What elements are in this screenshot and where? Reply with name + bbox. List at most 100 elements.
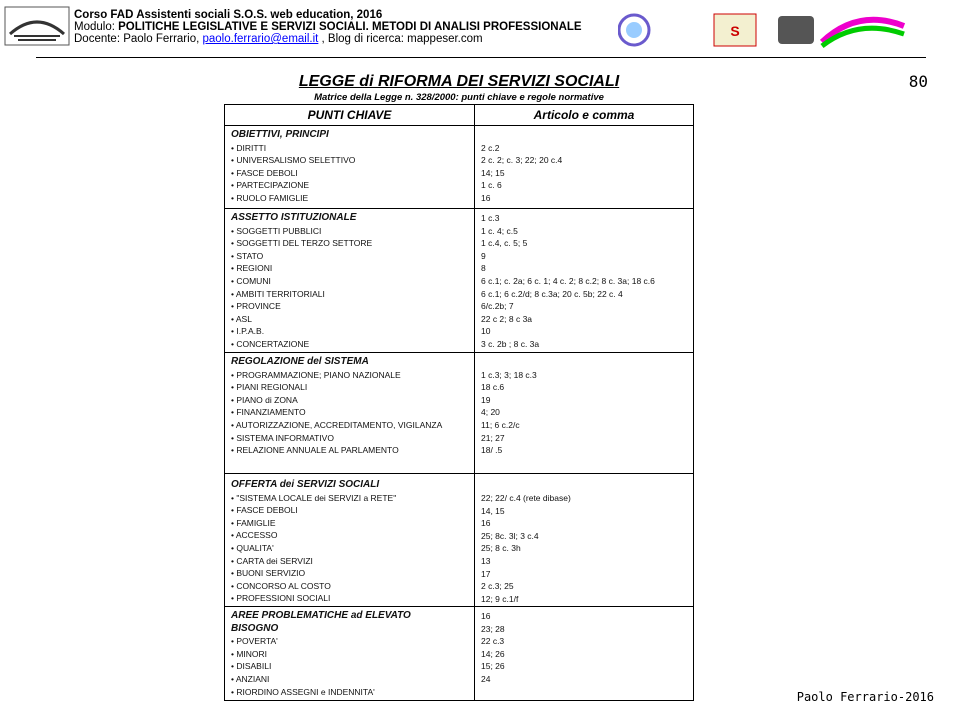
module: POLITICHE LEGISLATIVE E SERVIZI SOCIALI.… bbox=[118, 21, 582, 33]
article-ref: 22 c.3 bbox=[481, 636, 505, 647]
article-ref: 16 bbox=[481, 611, 491, 621]
key-item: FASCE DEBOLI bbox=[231, 167, 468, 180]
key-item: SISTEMA INFORMATIVO bbox=[231, 432, 468, 445]
section-heading: OFFERTA dei SERVIZI SOCIALI bbox=[231, 479, 380, 490]
article-ref: 18/ .5 bbox=[481, 445, 503, 456]
key-item: PIANO di ZONA bbox=[231, 394, 468, 407]
article-ref: 2 c. 2; c. 3; 22; 20 c.4 bbox=[481, 155, 563, 166]
article-ref: 14; 26 bbox=[481, 648, 505, 659]
key-item: PIANI REGIONALI bbox=[231, 381, 468, 394]
article-ref: 3 c. 2b ; 8 c. 3a bbox=[481, 338, 540, 349]
ref-cell: 1 c.3; 3; 18 c.3 18 c.6 19 4; 20 11; 6 c.2/c… bbox=[475, 353, 693, 473]
section-row: OBIETTIVI, PRINCIPI DIRITTIUNIVERSALISMO … bbox=[225, 126, 693, 209]
blog: , Blog di ricerca: mappeser.com bbox=[318, 33, 483, 45]
ref-cell: 2 c.2 2 c. 2; c. 3; 22; 20 c.4 14; 15 1 c. … bbox=[475, 126, 693, 208]
logos: S bbox=[618, 13, 906, 48]
key-item: DIRITTI bbox=[231, 142, 468, 155]
logo-handshake bbox=[4, 6, 70, 46]
article-ref: 1 c.3 bbox=[481, 213, 500, 223]
article-ref: 14, 15 bbox=[481, 505, 505, 516]
section-heading: AREE PROBLEMATICHE ad ELEVATO BISOGNO bbox=[231, 610, 411, 634]
column-header: PUNTI CHIAVE bbox=[225, 105, 475, 125]
article-ref: 6/c.2b; 7 bbox=[481, 301, 514, 312]
key-item: PROFESSIONI SOCIALI bbox=[231, 592, 468, 605]
key-cell: REGOLAZIONE del SISTEMA PROGRAMMAZIONE; P… bbox=[225, 353, 475, 473]
key-item: AMBITI TERRITORIALI bbox=[231, 288, 468, 301]
article-ref: 10 bbox=[481, 326, 491, 337]
header-rule bbox=[36, 57, 926, 58]
article-ref: 17 bbox=[481, 568, 491, 579]
subtitle: Matrice della Legge n. 328/2000: punti c… bbox=[314, 92, 604, 103]
article-ref: 2 c.2 bbox=[481, 142, 500, 153]
key-item: RELAZIONE ANNUALE AL PARLAMENTO bbox=[231, 444, 468, 457]
page-number: 80 bbox=[908, 72, 928, 91]
key-cell: OFFERTA dei SERVIZI SOCIALI "SISTEMA LOCA… bbox=[225, 474, 475, 606]
email-link[interactable]: paolo.ferrario@email.it bbox=[202, 33, 319, 45]
module-prefix: Modulo: bbox=[74, 21, 119, 33]
key-item: SOGGETTI DEL TERZO SETTORE bbox=[231, 237, 468, 250]
ref-cell: 22; 22/ c.4 (rete dibase) 14, 15 16 25; 8c.… bbox=[475, 474, 693, 606]
article-ref: 14; 15 bbox=[481, 167, 505, 178]
article-ref: 16 bbox=[481, 192, 491, 203]
key-item: I.P.A.B. bbox=[231, 325, 468, 338]
article-ref: 24 bbox=[481, 673, 491, 684]
key-item: PROGRAMMAZIONE; PIANO NAZIONALE bbox=[231, 369, 468, 382]
section-row: REGOLAZIONE del SISTEMA PROGRAMMAZIONE; P… bbox=[225, 353, 693, 474]
column-header: Articolo e comma bbox=[533, 108, 635, 122]
table: PUNTI CHIAVE Articolo e comma OBIETTIVI,… bbox=[224, 104, 694, 701]
article-ref: 9 bbox=[481, 250, 486, 261]
article-ref: 2 c.3; 25 bbox=[481, 581, 514, 592]
article-ref: 25; 8 c. 3h bbox=[481, 543, 521, 554]
article-ref: 22; 22/ c.4 (rete dibase) bbox=[481, 493, 571, 503]
key-item: QUALITA' bbox=[231, 542, 468, 555]
article-ref: 1 c.3; 3; 18 c.3 bbox=[481, 369, 537, 380]
key-cell: OBIETTIVI, PRINCIPI DIRITTIUNIVERSALISMO … bbox=[225, 126, 475, 208]
key-item: FASCE DEBOLI bbox=[231, 504, 468, 517]
article-ref: 19 bbox=[481, 394, 491, 405]
key-item: COMUNI bbox=[231, 275, 468, 288]
section-heading: ASSETTO ISTITUZIONALE bbox=[231, 212, 357, 223]
article-ref: 4; 20 bbox=[481, 407, 500, 418]
article-ref: 13 bbox=[481, 555, 491, 566]
key-item: AUTORIZZAZIONE, ACCREDITAMENTO, VIGILANZ… bbox=[231, 419, 468, 432]
key-item: REGIONI bbox=[231, 262, 468, 275]
section-row: OFFERTA dei SERVIZI SOCIALI "SISTEMA LOCA… bbox=[225, 474, 693, 607]
key-item: FAMIGLIE bbox=[231, 517, 468, 530]
key-item: POVERTA' bbox=[231, 635, 468, 648]
course: Corso FAD Assistenti sociali S.O.S. web … bbox=[74, 9, 383, 21]
article-ref: 1 c. 4; c.5 bbox=[481, 225, 518, 236]
article-ref: 6 c.1; 6 c.2/d; 8 c.3a; 20 c. 5b; 22 c. … bbox=[481, 288, 623, 299]
key-item: CARTA dei SERVIZI bbox=[231, 555, 468, 568]
article-ref: 18 c.6 bbox=[481, 382, 505, 393]
article-ref: 8 bbox=[481, 263, 486, 274]
key-item: FINANZIAMENTO bbox=[231, 406, 468, 419]
title: LEGGE di RIFORMA DEI SERVIZI SOCIALI bbox=[298, 73, 620, 90]
key-item: MINORI bbox=[231, 648, 468, 661]
section-heading: REGOLAZIONE del SISTEMA bbox=[231, 356, 369, 367]
key-item: ACCESSO bbox=[231, 529, 468, 542]
key-cell: ASSETTO ISTITUZIONALE SOGGETTI PUBBLICISO… bbox=[225, 209, 475, 352]
key-item: SOGGETTI PUBBLICI bbox=[231, 225, 468, 238]
article-ref: 23; 28 bbox=[481, 623, 505, 634]
key-item: ASL bbox=[231, 313, 468, 326]
key-item: CONCORSO AL COSTO bbox=[231, 580, 468, 593]
article-ref: 1 c. 6 bbox=[481, 180, 502, 191]
article-ref: 21; 27 bbox=[481, 432, 505, 443]
footer: Paolo Ferrario-2016 bbox=[796, 690, 934, 704]
article-ref: 16 bbox=[481, 518, 491, 529]
key-item: RUOLO FAMIGLIE bbox=[231, 192, 468, 205]
key-item: PROVINCE bbox=[231, 300, 468, 313]
article-ref: 1 c.4, c. 5; 5 bbox=[481, 238, 528, 249]
key-item: RIORDINO ASSEGNI e INDENNITA' bbox=[231, 686, 468, 699]
key-item: CONCERTAZIONE bbox=[231, 338, 468, 351]
svg-text:S: S bbox=[730, 23, 739, 39]
article-ref: 22 c 2; 8 c 3a bbox=[481, 313, 533, 324]
teacher: Docente: Paolo Ferrario, bbox=[74, 33, 203, 45]
section-heading: OBIETTIVI, PRINCIPI bbox=[231, 129, 329, 140]
key-item: UNIVERSALISMO SELETTIVO bbox=[231, 154, 468, 167]
header-row: PUNTI CHIAVE Articolo e comma bbox=[225, 105, 693, 126]
header: Corso FAD Assistenti sociali S.O.S. web … bbox=[74, 9, 582, 45]
article-ref: 6 c.1; c. 2a; 6 c. 1; 4 c. 2; 8 c.2; 8 c… bbox=[481, 275, 655, 286]
